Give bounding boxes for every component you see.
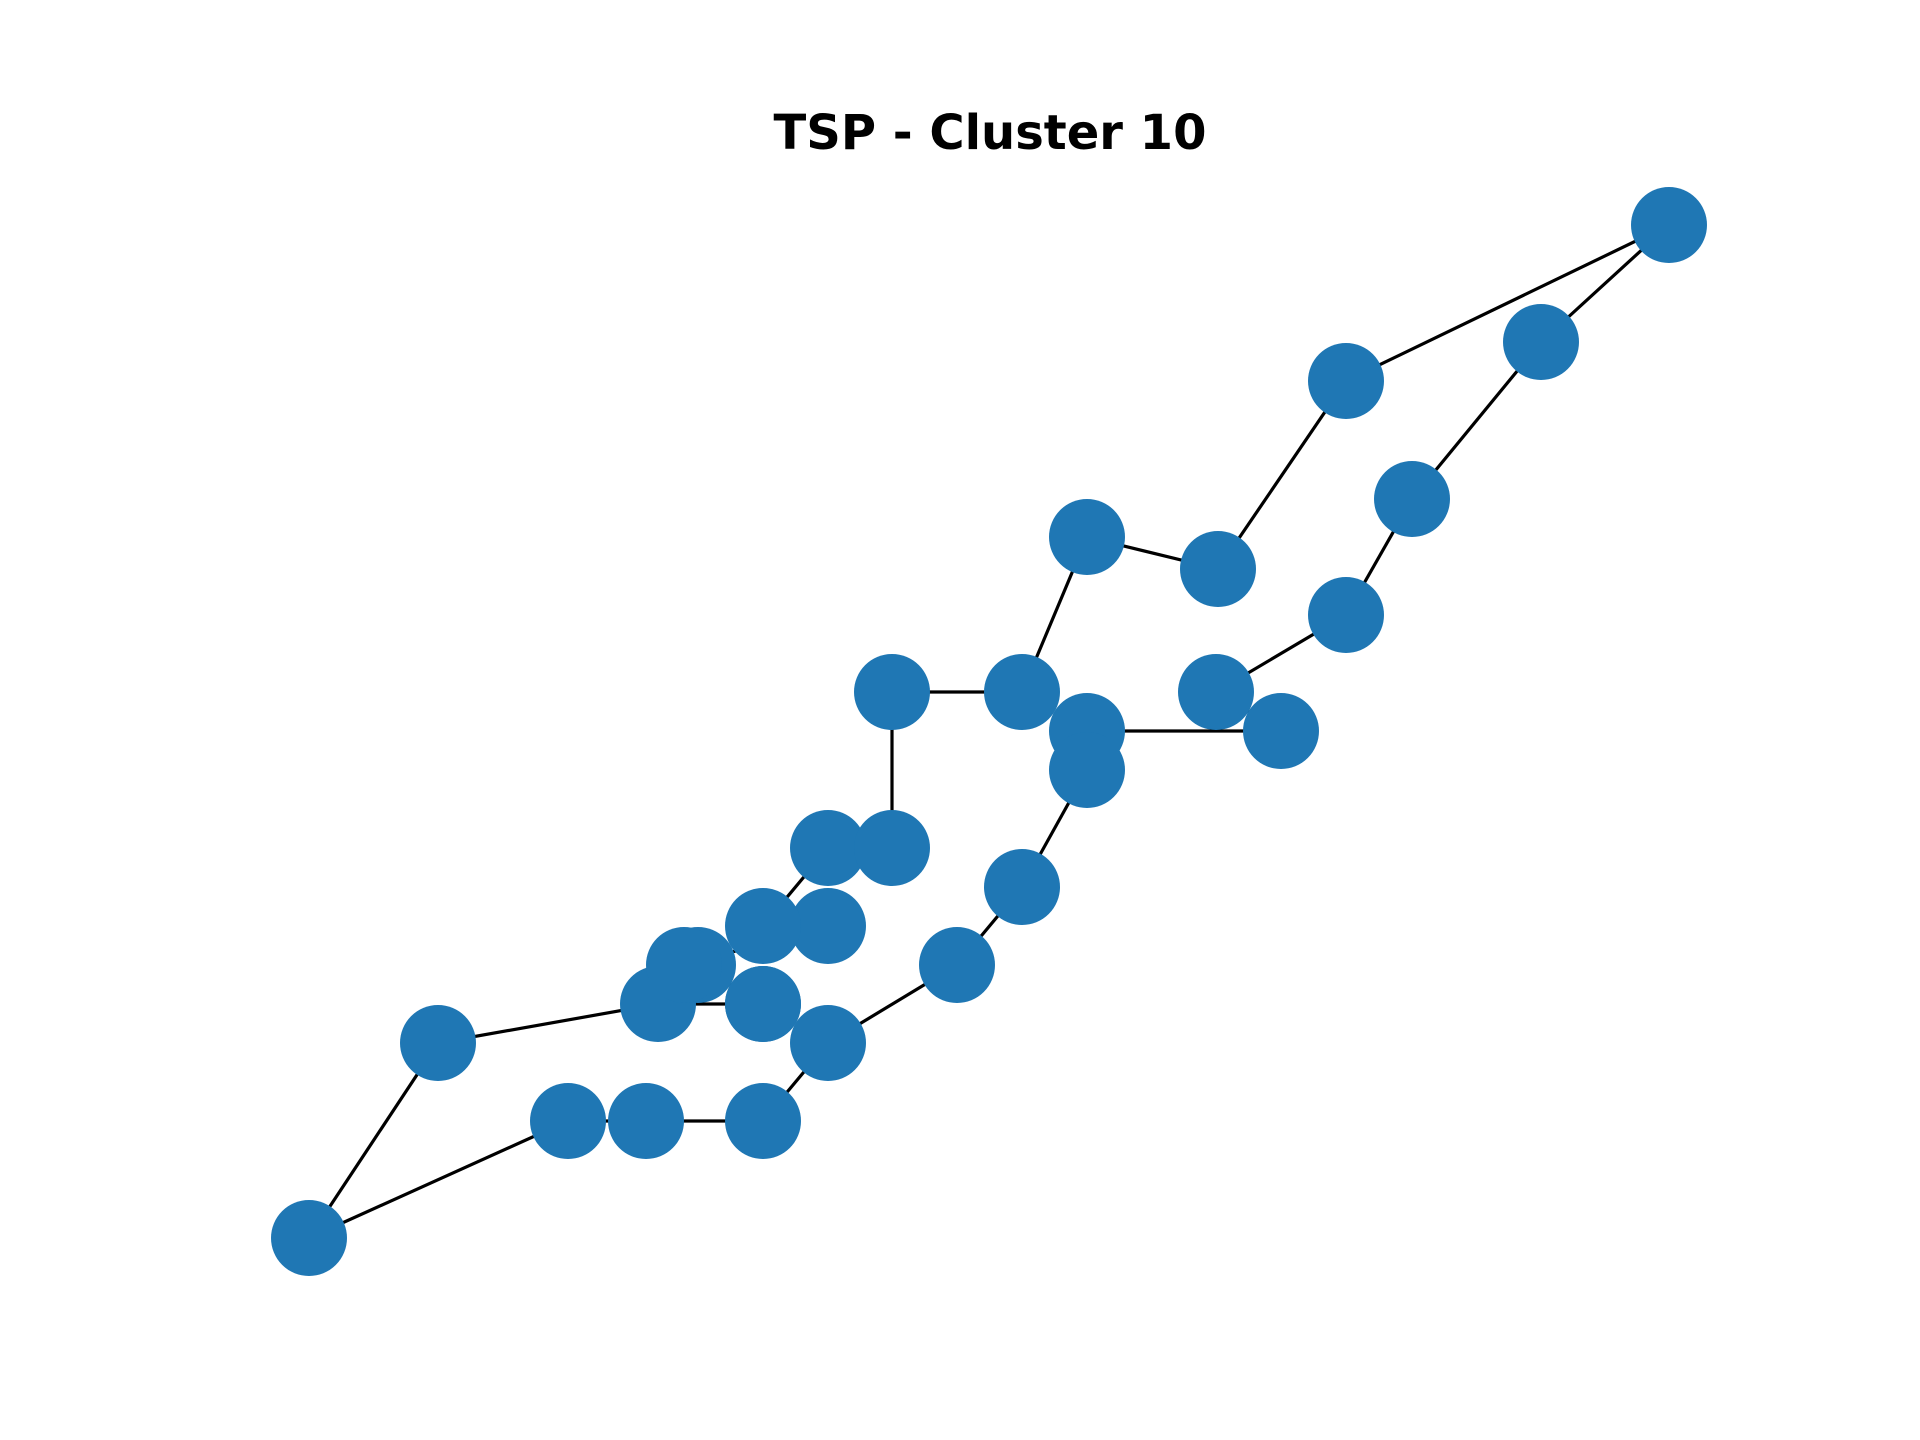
tour-edge bbox=[307, 1042, 440, 1239]
graph-node bbox=[646, 927, 722, 1003]
graph-node bbox=[790, 888, 866, 964]
graph-node bbox=[725, 888, 801, 964]
graph-title: TSP - Cluster 10 bbox=[774, 105, 1207, 161]
tour-edge bbox=[1345, 223, 1670, 383]
graph-node bbox=[400, 1005, 476, 1081]
graph-node bbox=[1049, 499, 1125, 575]
graph-node bbox=[854, 810, 930, 886]
graph-node bbox=[854, 654, 930, 730]
graph-node bbox=[725, 966, 801, 1042]
graph-node bbox=[1049, 732, 1125, 808]
graph-node bbox=[919, 927, 995, 1003]
graph-node bbox=[1631, 187, 1707, 263]
graph-node bbox=[984, 849, 1060, 925]
graph-node bbox=[1308, 343, 1384, 419]
graph-node bbox=[790, 1005, 866, 1081]
tour-edge bbox=[308, 1119, 569, 1240]
graph-node bbox=[790, 810, 866, 886]
graph-node bbox=[530, 1083, 606, 1159]
graph-node bbox=[608, 1083, 684, 1159]
graph-node bbox=[1243, 693, 1319, 769]
graph-node bbox=[725, 1083, 801, 1159]
graph-node bbox=[1180, 531, 1256, 607]
tour-nodes bbox=[271, 187, 1707, 1276]
graph-node bbox=[1374, 461, 1450, 537]
graph-node bbox=[1503, 304, 1579, 380]
graph-node bbox=[1308, 577, 1384, 653]
graph-node bbox=[1178, 654, 1254, 730]
graph-node bbox=[271, 1200, 347, 1276]
graph-node bbox=[984, 654, 1060, 730]
